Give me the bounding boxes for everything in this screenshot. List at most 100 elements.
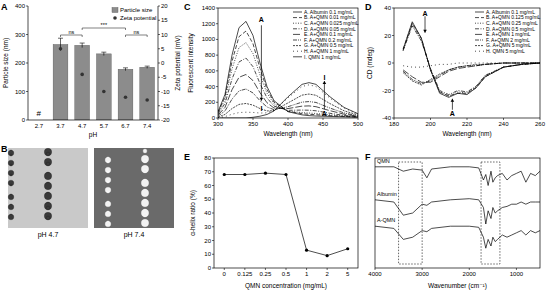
legend-swatch [475,23,484,24]
series-line [218,89,358,116]
x-tick-label: 450 [318,121,329,127]
y-tick-label: 300 [15,32,26,38]
annotation: I [323,74,325,81]
particle [8,160,14,166]
image-label: pH 4.7 [38,231,59,239]
x-tick [540,118,541,120]
y-tick [216,118,218,119]
particle [143,169,147,173]
legend-swatch [475,40,484,41]
particle [107,161,109,163]
plot-frame [218,8,358,118]
x-tick [306,268,307,270]
particle [44,182,51,189]
particle [141,199,148,206]
point [124,95,128,99]
bar [118,69,133,120]
y-tick-label: -10 [161,89,170,95]
error-line [147,66,148,68]
particle [44,202,51,209]
particle [8,150,14,156]
point [284,173,287,176]
particle [105,157,111,163]
legend-label: Particle size [120,7,153,13]
arrow-head [260,98,264,101]
particle [141,189,148,196]
particle [8,204,14,210]
x-tick-label: 0.5 [282,271,291,277]
y-tick [212,158,214,159]
y-tick [392,35,394,36]
legend-label: H. QMN 5 mg/mL [486,48,525,54]
y-tick-label: 0 [208,265,212,271]
x-tick-label: 2000 [463,271,477,277]
y-tick [158,63,160,64]
x-tick-label: 0 [223,271,227,277]
series-line [218,43,358,117]
series-label: A-QMN [377,217,395,223]
x-tick [253,118,254,120]
panel-label: C [184,2,191,12]
x-axis [28,120,158,121]
y-tick [212,199,214,200]
point [145,98,149,102]
particle [44,148,51,155]
y-tick-label: 20 [384,33,391,39]
plot-frame [214,158,358,268]
y-tick-label: 1400 [202,5,216,11]
particle [141,165,148,172]
significance-label: ns [68,29,74,35]
legend-swatch [293,51,302,52]
particle [44,192,51,199]
y-tick [392,118,394,119]
series-line [403,23,540,96]
particle [8,194,14,200]
y-axis-label: CD (mdeg) [366,47,374,79]
y-tick-label: 20 [161,3,168,9]
error-line [125,68,126,71]
x-tick [347,268,348,270]
x-tick-label: 2.7 [35,123,44,129]
y-tick [216,8,218,9]
particle [105,187,111,193]
particle [46,206,50,210]
image-label: pH 7.4 [124,231,145,239]
y-tick-label: -40 [382,115,391,121]
y-tick [212,171,214,172]
particle [44,158,51,165]
y2-axis-label: Zeta potential (mV) [174,35,182,90]
series-line [218,21,358,117]
error-cap [80,43,85,44]
y-tick-label: 0 [388,60,392,66]
error-bar [101,52,106,55]
arrow-shaft [324,81,325,109]
bar [96,54,111,120]
error-bar [123,68,128,71]
x-tick [286,268,287,270]
x-tick-label: 0.25 [260,271,272,277]
particle [46,152,50,156]
particle [10,164,12,166]
y-tick-label: 10 [204,251,211,257]
arrow-head [423,30,427,33]
y-tick [158,77,160,78]
y-tick [212,226,214,227]
significance-bracket [126,35,148,37]
y-tick [212,268,214,269]
particle [8,170,14,176]
annotation: I [260,105,262,112]
y-tick [26,34,28,35]
x-tick [265,268,266,270]
arrow [323,81,327,109]
y-tick [212,185,214,186]
y-tick-label: -15 [161,103,170,109]
series-line [403,63,540,67]
y-tick-label: 50 [204,196,211,202]
particle [143,213,147,217]
series-line [224,173,347,256]
y-tick [158,105,160,106]
y-tick-label: 60 [204,183,211,189]
arrow-head [451,99,455,102]
y-tick-label: 400 [205,84,216,90]
significance-bracket [61,35,83,37]
